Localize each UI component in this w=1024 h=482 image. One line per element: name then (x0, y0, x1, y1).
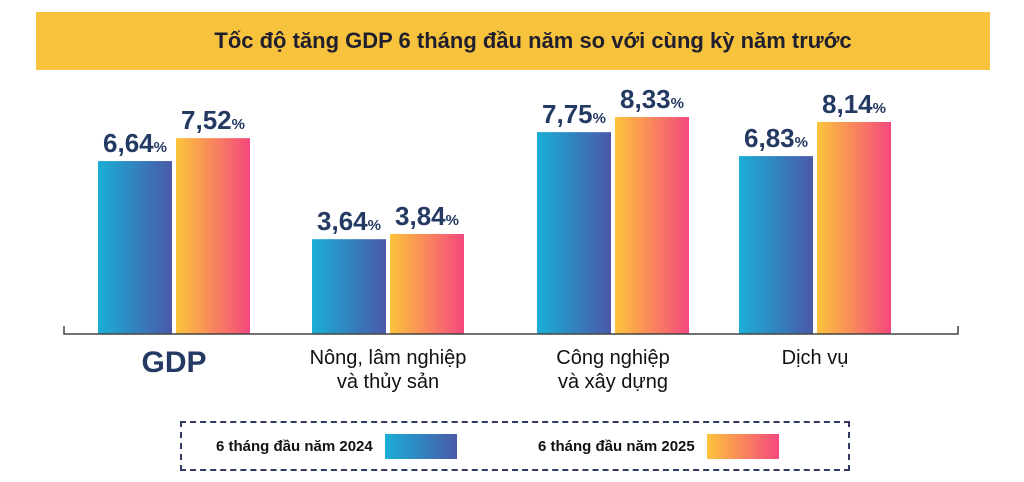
value-label-2024-1: 3,64% (317, 206, 381, 236)
legend-item-2025: 6 tháng đầu năm 2025 (538, 423, 779, 469)
value-label-2024-2: 7,75% (542, 99, 606, 129)
category-label-1: Nông, lâm nghiệp và thủy sản (310, 347, 467, 393)
bar-2024-0 (98, 161, 172, 334)
legend-label-2024: 6 tháng đầu năm 2024 (216, 437, 373, 455)
category-label-3: Dịch vụ (782, 347, 849, 369)
x-axis-line (63, 326, 959, 335)
value-label-2025-0: 7,52% (181, 105, 245, 135)
legend-item-2024: 6 tháng đầu năm 2024 (216, 423, 457, 469)
legend-label-2025: 6 tháng đầu năm 2025 (538, 437, 695, 455)
legend-swatch-2025 (706, 433, 779, 459)
bar-2025-1 (390, 233, 464, 334)
bar-chart: 6,64% 7,52% 3,64% 3,84% 7,75% 8,33% 6,83% 8,14%… (63, 84, 959, 393)
value-label-2024-0: 6,64% (103, 128, 167, 158)
value-label-2025-1: 3,84% (395, 201, 459, 231)
chart-title-banner: Tốc độ tăng GDP 6 tháng đầu năm so với c… (36, 12, 990, 70)
chart-title: Tốc độ tăng GDP 6 tháng đầu năm so với c… (214, 28, 852, 53)
category-label-2: Công nghiệp và xây dựng (556, 347, 669, 393)
legend: 6 tháng đầu năm 2024 6 tháng đầu năm 202… (180, 421, 850, 471)
bar-2025-3 (817, 121, 891, 335)
bar-2025-0 (176, 138, 250, 334)
value-labels-layer: 6,64% 7,52% 3,64% 3,84% 7,75% 8,33% 6,83% 8,14% (103, 84, 886, 236)
bars-layer (98, 117, 891, 335)
category-labels-layer: GDP Nông, lâm nghiệp và thủy sản Công nghiệ… (141, 346, 848, 393)
bar-2024-1 (312, 239, 386, 334)
value-label-2025-3: 8,14% (822, 89, 886, 119)
bar-2025-2 (615, 117, 689, 334)
bar-2024-2 (537, 132, 611, 334)
legend-swatch-2024 (384, 433, 457, 459)
value-label-2025-2: 8,33% (620, 84, 684, 114)
value-label-2024-3: 6,83% (744, 123, 808, 153)
bar-2024-3 (739, 156, 813, 334)
category-label-0: GDP (141, 346, 206, 379)
